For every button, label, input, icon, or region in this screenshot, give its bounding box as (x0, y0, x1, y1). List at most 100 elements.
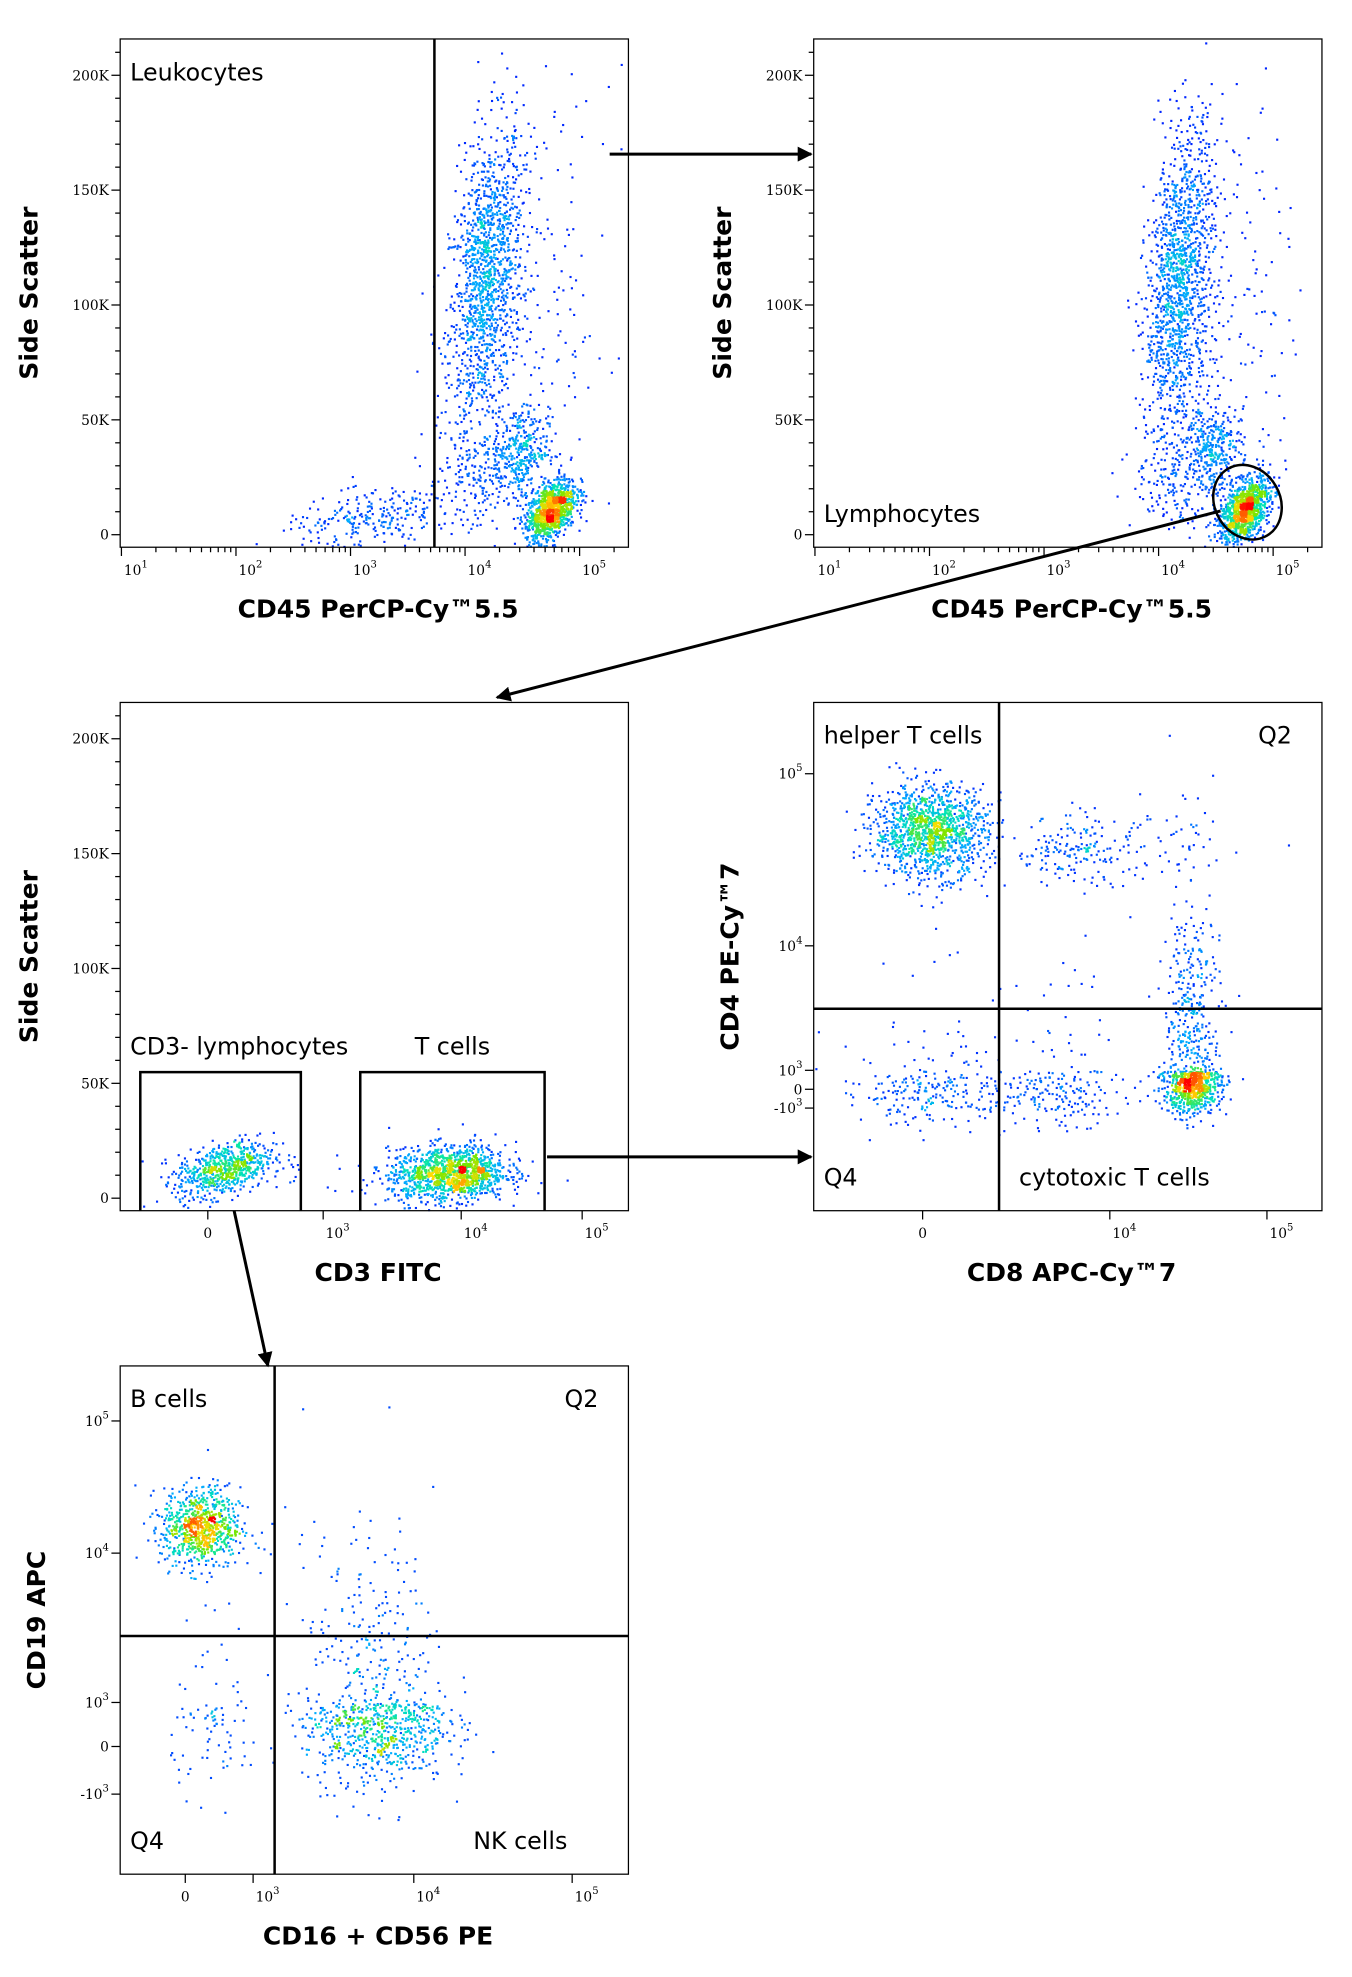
event-point (1208, 469, 1211, 472)
event-point (1163, 267, 1166, 270)
event-point (566, 484, 569, 487)
event-point (479, 241, 482, 244)
event-point (1157, 331, 1160, 334)
event-point (414, 456, 417, 459)
event-point (1279, 232, 1282, 235)
event-point (482, 339, 485, 342)
event-point (476, 346, 479, 349)
event-point (486, 170, 489, 173)
event-point (497, 431, 500, 435)
event-point (398, 495, 401, 498)
event-point (542, 435, 545, 438)
event-point (571, 485, 574, 488)
event-point (490, 324, 493, 327)
event-point (520, 173, 523, 176)
event-point (1200, 340, 1203, 343)
event-point (487, 219, 490, 222)
event-point (488, 250, 491, 253)
event-point (500, 373, 503, 376)
event-point (1159, 346, 1162, 349)
event-point (1229, 274, 1233, 277)
event-point (1206, 218, 1209, 221)
event-point (444, 411, 447, 414)
event-point (501, 457, 504, 460)
event-point (1198, 350, 1201, 353)
event-point (398, 529, 402, 532)
event-point (504, 315, 507, 318)
event-point (1216, 139, 1219, 142)
event-point (456, 422, 459, 426)
event-point (480, 222, 483, 225)
event-point (1193, 327, 1196, 330)
event-point (357, 526, 360, 529)
event-point (477, 392, 480, 395)
event-point (553, 525, 556, 528)
event-point (402, 533, 405, 536)
event-point (1214, 411, 1217, 414)
event-point (528, 453, 531, 456)
event-point (478, 469, 481, 472)
event-point (459, 332, 462, 335)
event-point (1167, 364, 1170, 367)
event-point (464, 254, 467, 257)
event-point (1197, 245, 1200, 248)
event-point (545, 454, 548, 457)
event-point (562, 521, 565, 524)
event-point (507, 249, 510, 252)
event-point (524, 292, 527, 295)
event-point (1192, 123, 1195, 126)
event-point (512, 517, 515, 521)
event-point (1189, 455, 1192, 458)
event-point (460, 214, 463, 217)
event-point (526, 536, 529, 539)
event-point (465, 380, 468, 383)
event-point (485, 348, 489, 351)
event-point (464, 364, 467, 367)
event-point (484, 260, 488, 263)
event-point (1197, 188, 1200, 191)
event-point (582, 499, 585, 502)
event-point (479, 277, 482, 280)
event-point (472, 322, 475, 325)
event-point (1265, 506, 1269, 510)
event-point (1210, 486, 1213, 489)
event-point (495, 139, 498, 142)
event-point (1207, 491, 1210, 494)
event-point (1186, 148, 1189, 152)
event-point (1191, 313, 1194, 316)
event-point (492, 216, 495, 219)
event-point (453, 331, 456, 334)
event-point (1178, 198, 1181, 201)
event-point (471, 283, 474, 286)
event-point (1244, 363, 1247, 366)
event-point (1194, 287, 1197, 290)
event-point (519, 516, 523, 519)
event-point (500, 326, 503, 329)
event-point (474, 163, 477, 166)
event-point (1148, 480, 1151, 484)
event-point (318, 518, 321, 521)
event-point (544, 454, 547, 458)
event-point (488, 262, 492, 265)
event-point (472, 172, 475, 176)
event-point (567, 502, 571, 505)
event-point (460, 236, 463, 239)
event-point (1204, 146, 1207, 150)
event-point (1167, 360, 1170, 363)
event-point (531, 449, 534, 452)
event-point (474, 322, 477, 326)
event-point (515, 442, 518, 445)
event-point (1177, 296, 1181, 299)
event-point (509, 187, 512, 190)
event-point (1214, 224, 1217, 227)
event-point (1175, 262, 1178, 265)
event-point (519, 297, 523, 300)
event-point (471, 189, 474, 192)
event-point (1165, 501, 1168, 504)
event-point (516, 237, 519, 240)
event-point (1221, 481, 1224, 484)
event-point (543, 141, 546, 144)
event-point (526, 513, 529, 516)
event-point (388, 523, 391, 526)
event-point (557, 526, 561, 530)
